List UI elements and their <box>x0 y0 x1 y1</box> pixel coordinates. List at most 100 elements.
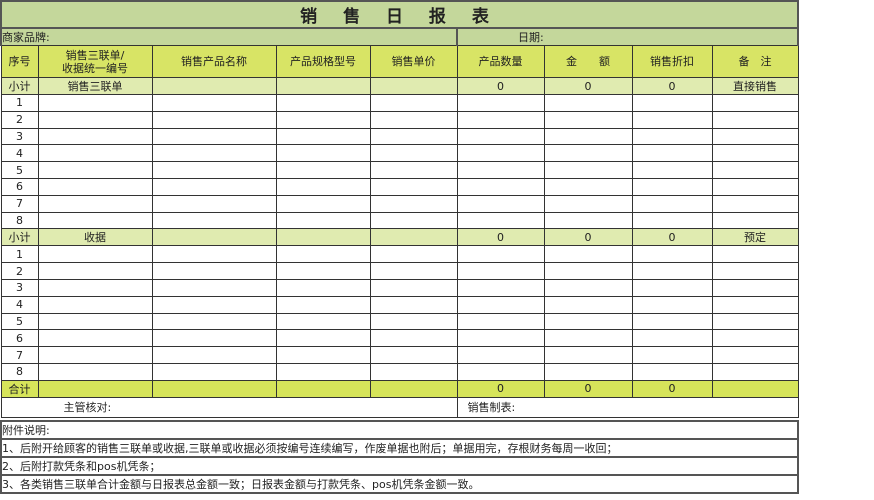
cell[interactable] <box>151 362 277 381</box>
cell[interactable] <box>456 262 545 280</box>
cell[interactable] <box>543 362 633 381</box>
cell[interactable] <box>37 144 153 163</box>
cell[interactable] <box>631 110 713 129</box>
cell[interactable] <box>275 329 371 348</box>
cell[interactable] <box>275 127 371 146</box>
cell[interactable] <box>37 161 153 179</box>
cell[interactable] <box>711 144 799 163</box>
cell[interactable] <box>37 110 153 129</box>
cell[interactable] <box>369 295 458 314</box>
cell[interactable] <box>151 110 277 129</box>
cell[interactable] <box>711 262 799 280</box>
cell[interactable] <box>275 211 371 230</box>
cell[interactable] <box>37 262 153 280</box>
cell[interactable] <box>711 379 799 398</box>
cell[interactable] <box>369 245 458 264</box>
cell[interactable] <box>543 94 633 112</box>
cell[interactable] <box>456 110 545 129</box>
cell[interactable] <box>456 94 545 112</box>
cell[interactable] <box>151 144 277 163</box>
cell[interactable] <box>369 144 458 163</box>
cell[interactable] <box>631 278 713 297</box>
cell[interactable] <box>631 262 713 280</box>
cell[interactable] <box>275 94 371 112</box>
cell[interactable] <box>369 228 458 247</box>
cell[interactable] <box>275 312 371 331</box>
cell[interactable] <box>631 362 713 381</box>
cell[interactable] <box>37 245 153 264</box>
cell[interactable] <box>711 161 799 179</box>
supervisor-check-label[interactable]: 主管核对: <box>0 396 458 418</box>
cell[interactable] <box>151 127 277 146</box>
cell[interactable] <box>456 127 545 146</box>
cell[interactable] <box>711 295 799 314</box>
cell[interactable] <box>631 211 713 230</box>
cell[interactable] <box>369 194 458 213</box>
cell[interactable] <box>37 329 153 348</box>
cell[interactable] <box>151 228 277 247</box>
cell[interactable] <box>369 77 458 95</box>
sales-maker-label[interactable]: 销售制表: <box>456 396 799 418</box>
cell[interactable] <box>275 245 371 264</box>
cell[interactable] <box>151 312 277 331</box>
cell[interactable] <box>631 144 713 163</box>
cell[interactable] <box>543 295 633 314</box>
cell[interactable] <box>456 177 545 196</box>
cell[interactable] <box>456 194 545 213</box>
cell[interactable] <box>711 346 799 364</box>
cell[interactable] <box>275 77 371 95</box>
cell[interactable] <box>543 194 633 213</box>
cell[interactable] <box>456 295 545 314</box>
cell[interactable] <box>37 346 153 364</box>
cell[interactable] <box>456 211 545 230</box>
cell[interactable] <box>151 262 277 280</box>
cell[interactable] <box>37 177 153 196</box>
cell[interactable] <box>37 211 153 230</box>
cell[interactable] <box>369 379 458 398</box>
cell[interactable] <box>369 362 458 381</box>
cell[interactable] <box>543 211 633 230</box>
cell[interactable] <box>456 329 545 348</box>
cell[interactable] <box>369 110 458 129</box>
cell[interactable] <box>275 278 371 297</box>
cell[interactable] <box>543 127 633 146</box>
cell[interactable] <box>711 329 799 348</box>
cell[interactable] <box>151 177 277 196</box>
cell[interactable] <box>631 295 713 314</box>
cell[interactable] <box>275 194 371 213</box>
cell[interactable] <box>711 194 799 213</box>
cell[interactable] <box>369 94 458 112</box>
cell[interactable] <box>37 278 153 297</box>
cell[interactable] <box>369 312 458 331</box>
cell[interactable] <box>711 278 799 297</box>
cell[interactable] <box>151 295 277 314</box>
cell[interactable] <box>543 278 633 297</box>
cell[interactable] <box>37 362 153 381</box>
cell[interactable] <box>275 346 371 364</box>
cell[interactable] <box>37 379 153 398</box>
cell[interactable] <box>711 211 799 230</box>
cell[interactable] <box>37 194 153 213</box>
cell[interactable] <box>456 346 545 364</box>
cell[interactable] <box>543 110 633 129</box>
cell[interactable] <box>37 127 153 146</box>
cell[interactable] <box>37 312 153 331</box>
cell[interactable] <box>151 77 277 95</box>
cell[interactable] <box>711 245 799 264</box>
cell[interactable] <box>369 346 458 364</box>
cell[interactable] <box>151 379 277 398</box>
cell[interactable] <box>369 177 458 196</box>
cell[interactable] <box>275 177 371 196</box>
cell[interactable] <box>543 245 633 264</box>
brand-label[interactable]: 商家品牌: <box>0 27 458 46</box>
cell[interactable] <box>631 194 713 213</box>
cell[interactable] <box>275 262 371 280</box>
cell[interactable] <box>711 94 799 112</box>
cell[interactable] <box>456 362 545 381</box>
cell[interactable] <box>543 346 633 364</box>
cell[interactable] <box>151 346 277 364</box>
cell[interactable] <box>151 278 277 297</box>
cell[interactable] <box>631 94 713 112</box>
cell[interactable] <box>37 94 153 112</box>
cell[interactable] <box>275 144 371 163</box>
